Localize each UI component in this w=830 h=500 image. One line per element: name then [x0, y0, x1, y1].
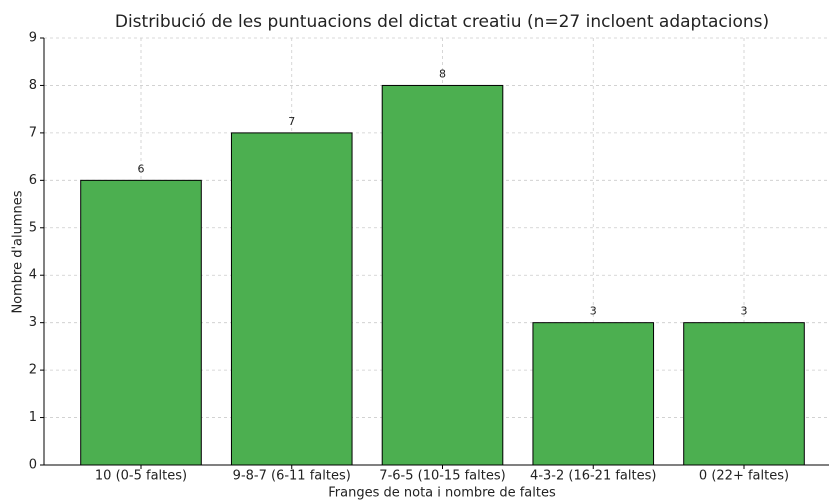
data-label: 3: [741, 305, 748, 318]
y-tick-label: 4: [29, 268, 37, 283]
y-tick-label: 1: [29, 410, 37, 425]
y-tick-label: 7: [29, 125, 37, 140]
chart-title: Distribució de les puntuacions del dicta…: [115, 12, 769, 32]
data-label: 8: [439, 67, 446, 80]
bar: [80, 179, 202, 466]
x-tick-label: 9-8-7 (6-11 faltes): [233, 469, 351, 484]
x-tick-label: 0 (22+ faltes): [699, 469, 789, 484]
bar: [683, 322, 805, 466]
y-tick-label: 6: [29, 173, 37, 188]
x-tick-label: 7-6-5 (10-15 faltes): [379, 469, 505, 484]
x-axis-label: Franges de nota i nombre de faltes: [328, 486, 556, 500]
y-tick-label: 2: [29, 363, 37, 378]
x-tick-label: 4-3-2 (16-21 faltes): [530, 469, 656, 484]
data-label: 7: [288, 115, 295, 128]
data-label: 6: [138, 162, 145, 175]
bar: [381, 84, 504, 466]
bar: [532, 322, 655, 466]
y-axis-label: Nombre d'alumnes: [11, 190, 26, 313]
bar: [230, 132, 353, 466]
y-tick-label: 3: [29, 315, 37, 330]
y-tick-label: 5: [29, 220, 37, 235]
y-tick-label: 8: [29, 78, 37, 93]
x-tick-label: 10 (0-5 faltes): [95, 469, 187, 484]
y-tick-label: 0: [29, 458, 37, 473]
y-tick-label: 9: [29, 31, 37, 46]
data-label: 3: [590, 305, 597, 318]
